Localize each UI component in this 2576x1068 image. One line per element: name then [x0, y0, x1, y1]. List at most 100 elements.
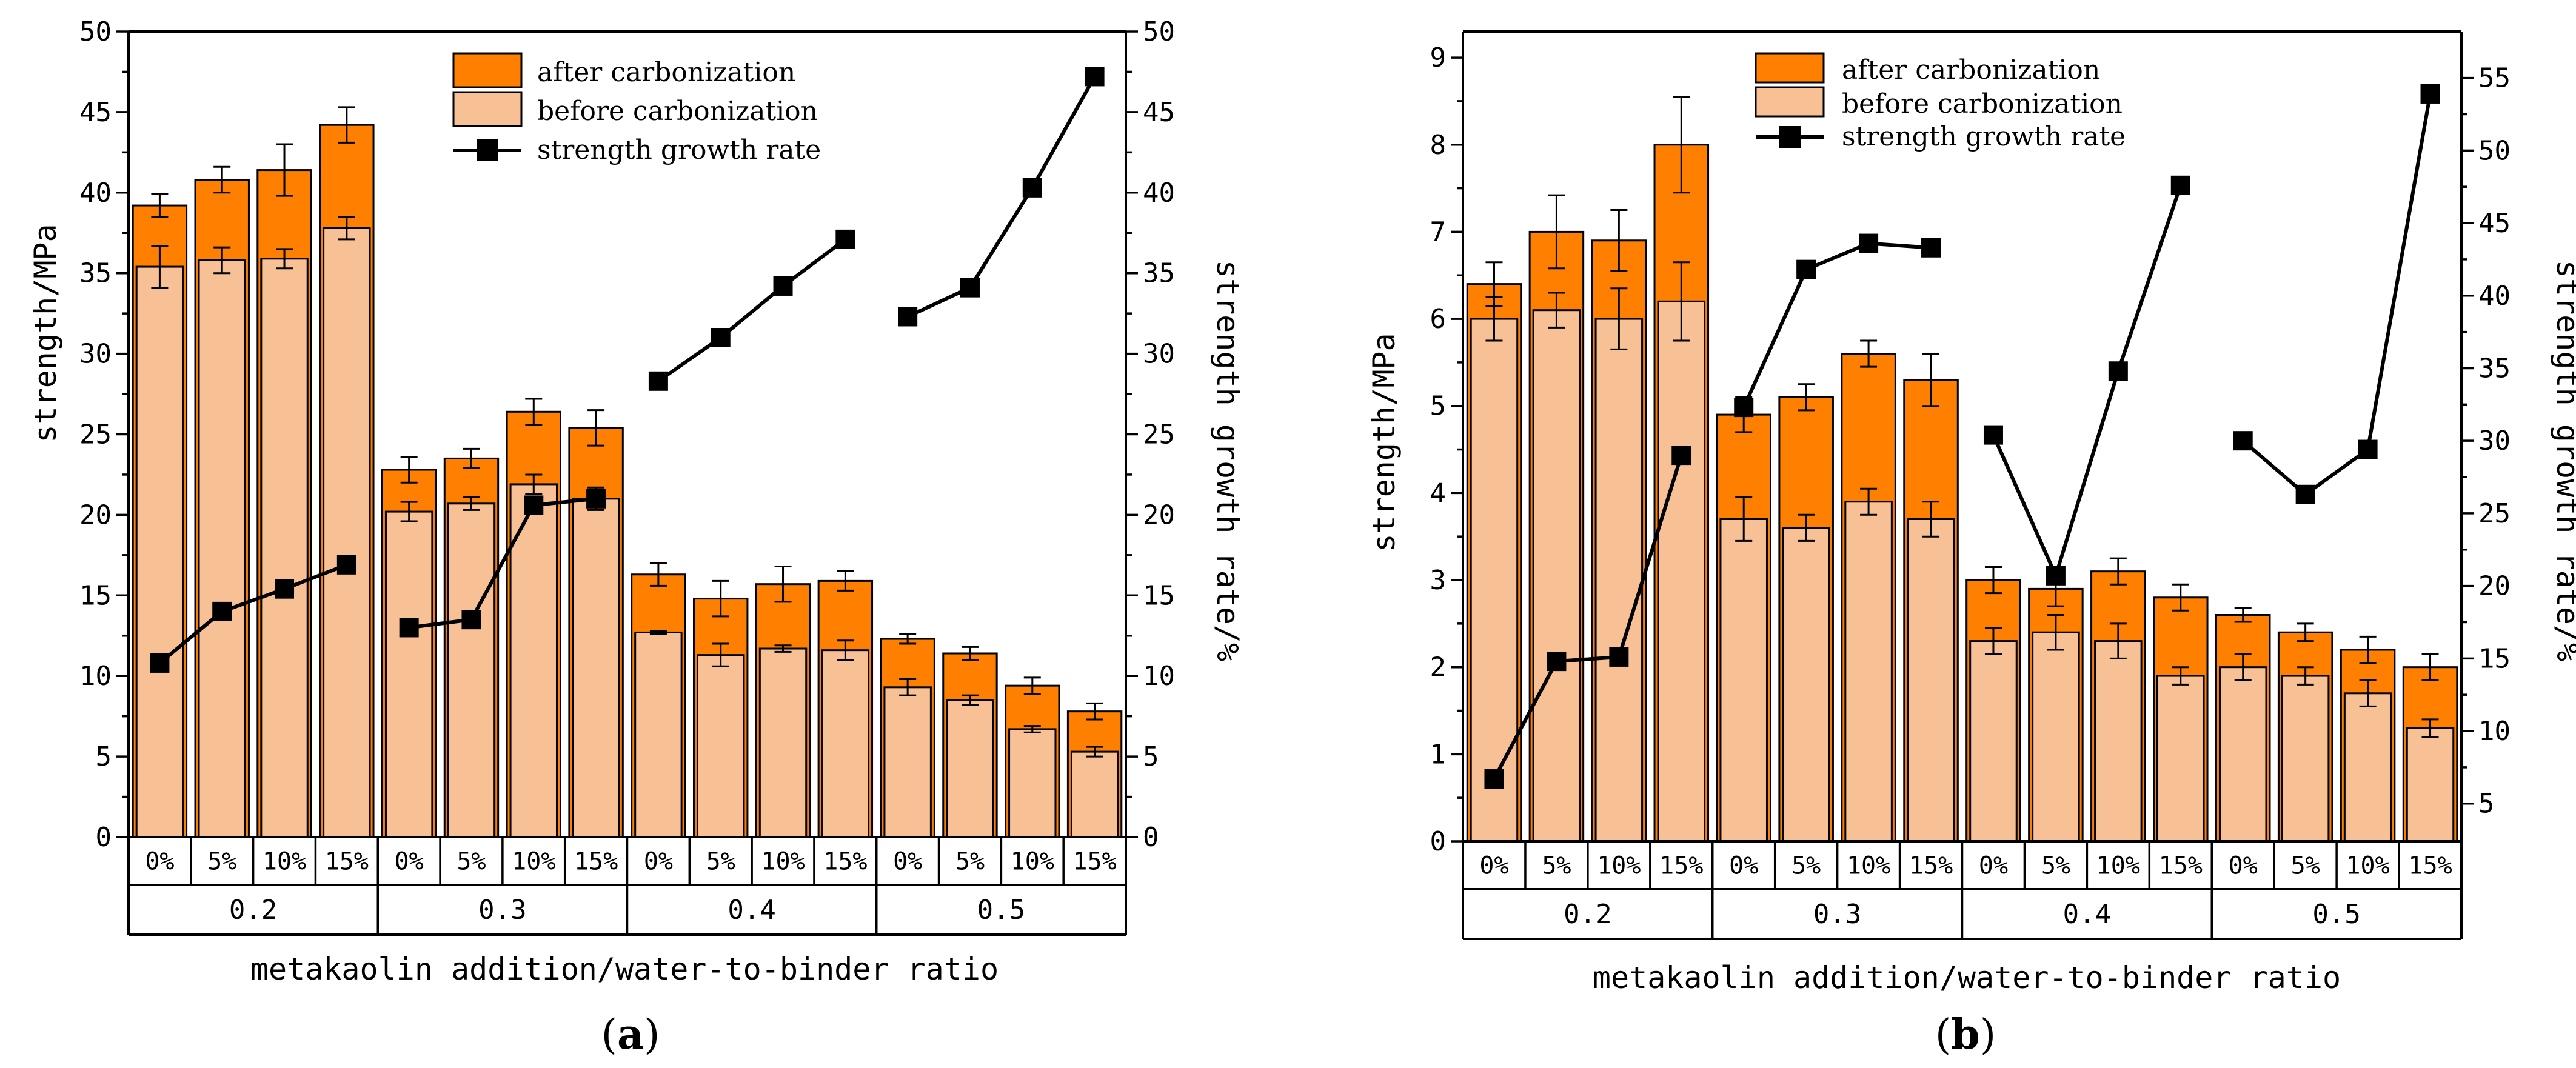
bar-before-carbonization: [260, 258, 309, 838]
error-bar-after: [213, 165, 231, 194]
error-bar-before: [1610, 287, 1628, 350]
y-axis-left-ticks: 0 1 2 3 4 5 6 7 8 9: [1430, 42, 1447, 857]
legend-marker-rate: [477, 139, 498, 161]
category-label: 15%: [2408, 852, 2452, 880]
y-tick-label-left: 0: [1430, 826, 1447, 857]
growth-rate-line: [657, 238, 847, 383]
category-label: 0%: [1979, 852, 2008, 880]
growth-rate-line: [1492, 455, 1684, 780]
error-bar-before: [151, 245, 169, 289]
bar-before-carbonization: [883, 686, 932, 838]
y-axis-right-ticks: 0 5 10 15 20 25 30 35 40 45 50: [1143, 16, 1175, 853]
y-tick-label-right: 30: [1143, 339, 1175, 370]
group-label: 0.2: [229, 895, 277, 926]
bar-before-carbonization: [697, 654, 745, 838]
y-tick-label-left: 30: [79, 339, 112, 370]
growth-rate-point: [960, 278, 980, 298]
y-tick-label-right: 55: [2478, 63, 2511, 94]
x-axis-title: metakaolin addition/water-to-binder rati…: [1593, 960, 2341, 995]
y-tick-label-right: 40: [1143, 178, 1175, 209]
y-axis-left-title: strength/MPa: [28, 224, 63, 442]
error-bar-before: [837, 639, 854, 661]
error-bar-before: [525, 473, 543, 495]
category-label: 15%: [823, 848, 867, 876]
y-tick-label-right: 20: [2478, 571, 2511, 602]
panel-label-b: (b): [1935, 1010, 1996, 1059]
category-label: 15%: [325, 848, 369, 876]
category-label: 10%: [1597, 852, 1641, 880]
bar-before-carbonization: [2156, 675, 2205, 843]
y-tick-label-right: 0: [1143, 822, 1159, 853]
error-bar-after: [1673, 96, 1690, 194]
growth-rate-point: [2046, 566, 2066, 586]
error-bar-before: [338, 216, 355, 241]
y-tick-label-right: 30: [2478, 426, 2511, 456]
error-bar-before: [961, 694, 979, 706]
category-labels: 0% 5% 10% 15% 0% 5% 10% 15% 0% 5% 10% 15% 0% 5% 10% 15%…: [145, 848, 1116, 926]
growth-rate-line: [1742, 241, 1932, 409]
error-bar-before: [1548, 292, 1565, 329]
bar-before-carbonization: [384, 510, 433, 838]
error-bar-after: [587, 409, 605, 447]
error-bar-after: [837, 570, 854, 592]
category-label: 15%: [574, 848, 618, 876]
growth-rate-point: [2170, 175, 2190, 195]
error-bar-after: [1023, 676, 1041, 695]
y-tick-label-left: 40: [79, 178, 112, 209]
error-bar-after: [961, 646, 979, 661]
bar-before-carbonization: [1907, 518, 1955, 843]
bar-before-carbonization: [323, 227, 371, 838]
category-label: 15%: [2159, 852, 2203, 880]
growth-rate-point: [1796, 259, 1816, 279]
bar-before-carbonization: [1532, 309, 1581, 843]
error-bar-before: [1673, 261, 1690, 342]
bar-before-carbonization: [135, 265, 184, 838]
bar-before-carbonization: [1070, 750, 1119, 838]
error-bar-before: [1798, 513, 1815, 542]
legend-label-after: after carbonization: [1842, 55, 2100, 85]
error-bar-before: [2172, 666, 2189, 686]
panel-label-a: (a): [601, 1010, 660, 1059]
growth-rate-point: [648, 371, 668, 391]
bar-before-carbonization: [1969, 640, 2018, 843]
chart-panel-a: 0 5 10 15 20 25 30 35 40 45 50 0 5 10 15 20 25 30 35 40 45 5…: [28, 16, 1245, 1059]
error-bar-after: [463, 447, 480, 469]
legend-label-after: after carbonization: [537, 57, 795, 88]
group-label: 0.3: [478, 895, 526, 926]
y-axis-left-title: strength/MPa: [1367, 333, 1402, 552]
growth-rate-point: [1085, 67, 1105, 87]
y-tick-label-left: 25: [79, 419, 112, 450]
legend-swatch-after: [1755, 52, 1825, 84]
y-tick-label-right: 50: [1143, 16, 1175, 47]
category-label: 15%: [1072, 848, 1116, 876]
error-bars: [1485, 96, 2439, 738]
error-bar-before: [712, 642, 729, 667]
growth-rate-point: [711, 328, 731, 348]
bar-before-carbonization: [634, 631, 683, 838]
group-label: 0.4: [728, 895, 775, 926]
y-tick-label-right: 25: [1143, 419, 1175, 450]
error-bar-before: [2109, 622, 2127, 659]
error-bar-before: [2421, 718, 2439, 738]
growth-rate-point: [1022, 178, 1042, 198]
category-label: 5%: [2291, 852, 2320, 880]
y-tick-label-left: 0: [96, 822, 112, 853]
category-label: 10%: [2346, 852, 2389, 880]
category-labels: 0% 5% 10% 15% 0% 5% 10% 15% 0% 5% 10% 15% 0% 5% 10% 15%…: [1479, 852, 2452, 930]
group-label: 0.2: [1564, 899, 1611, 930]
y-tick-label-left: 1: [1430, 739, 1447, 770]
error-bars: [151, 106, 1103, 758]
growth-rate-point: [212, 601, 232, 621]
category-label: 5%: [706, 848, 735, 876]
growth-rate-line: [2241, 93, 2432, 497]
growth-rate-point: [2420, 84, 2440, 104]
legend-swatch-after: [452, 52, 523, 88]
bar-before-carbonization: [2032, 631, 2080, 843]
y-tick-label-left: 7: [1430, 216, 1447, 247]
growth-rate-point: [2233, 431, 2253, 451]
y-tick-label-left: 6: [1430, 304, 1447, 335]
y-tick-label-left: 15: [79, 580, 112, 611]
legend-swatch-before: [452, 91, 523, 127]
bar-before-carbonization: [1470, 318, 1519, 843]
